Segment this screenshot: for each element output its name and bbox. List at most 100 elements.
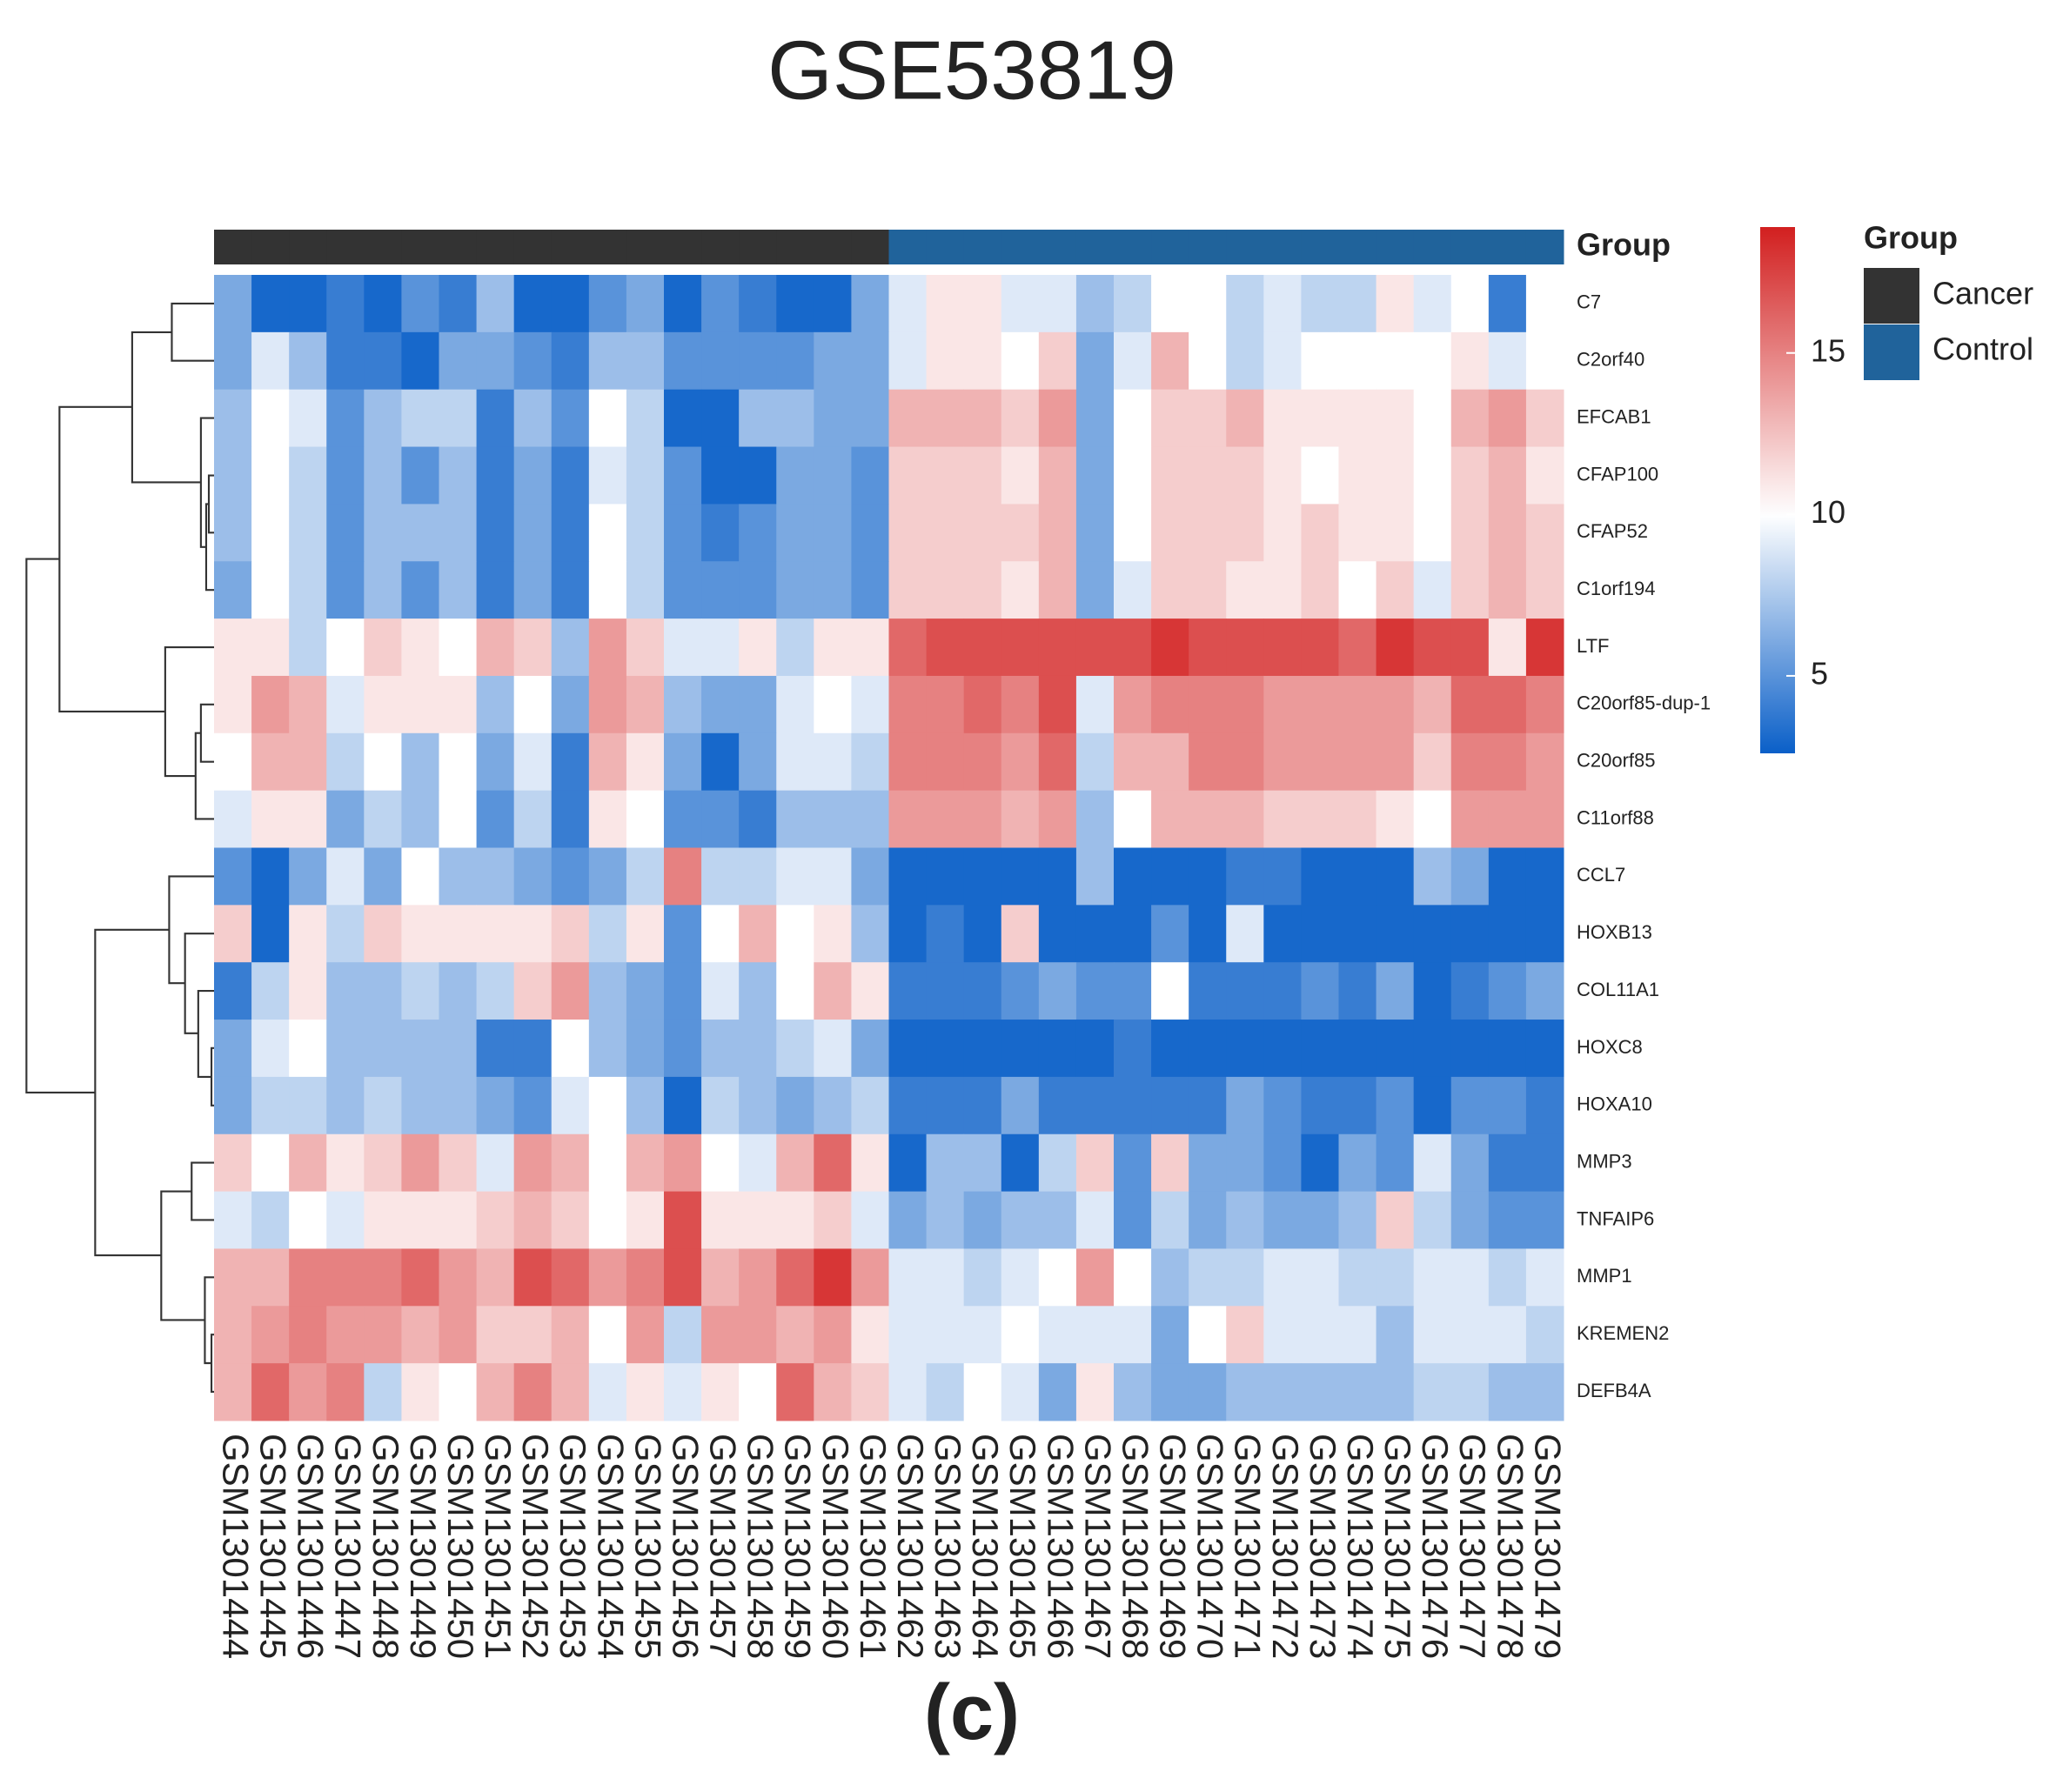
heat-cell: [289, 847, 327, 906]
heat-cell: [888, 619, 928, 677]
heat-cell: [289, 331, 327, 391]
heat-cell: [626, 1306, 665, 1364]
heat-cell: [626, 675, 665, 734]
heat-cell: [1413, 275, 1452, 333]
heat-cell: [1189, 790, 1227, 848]
heat-cell: [551, 790, 590, 848]
heat-cell: [1001, 1076, 1040, 1135]
heat-cell: [814, 331, 852, 391]
heat-cell: [1338, 1133, 1377, 1193]
heat-cell: [626, 1020, 665, 1078]
heat-cell: [1376, 1191, 1415, 1249]
heat-cell: [1038, 504, 1077, 562]
heat-cell: [1488, 1020, 1527, 1078]
column-label: GSM1301456: [665, 1434, 706, 1659]
heat-cell: [1189, 1363, 1227, 1421]
heat-cell: [701, 905, 740, 963]
heat-cell: [1189, 446, 1227, 505]
heat-cell: [1338, 1076, 1377, 1135]
group-cell: [513, 230, 553, 264]
heat-cell: [1376, 905, 1415, 963]
heat-cell: [1001, 504, 1040, 562]
heat-cell: [1301, 275, 1339, 333]
heat-cell: [888, 275, 928, 333]
heat-cell: [701, 446, 740, 505]
heat-cell: [251, 1076, 290, 1135]
heat-cell: [588, 561, 627, 619]
heat-cell: [626, 1363, 665, 1421]
group-cell: [776, 230, 814, 264]
heat-cell: [1001, 847, 1040, 906]
heat-cell: [963, 962, 1002, 1020]
heat-cell: [626, 331, 665, 391]
row-label: KREMEN2: [1577, 1322, 1669, 1344]
heat-cell: [851, 1133, 889, 1193]
heat-cell: [214, 1191, 252, 1249]
group-cell: [588, 230, 627, 264]
heat-cell: [1376, 389, 1415, 448]
group-cell: [1038, 230, 1077, 264]
heat-cell: [626, 446, 665, 505]
heat-cell: [401, 561, 439, 619]
heat-cell: [1488, 389, 1527, 448]
heat-cell: [364, 675, 402, 734]
heat-cell: [289, 561, 327, 619]
heat-cell: [289, 446, 327, 505]
heat-cell: [926, 790, 965, 848]
heat-cell: [476, 1306, 515, 1364]
column-label: GSM1301479: [1527, 1434, 1568, 1659]
heat-cell: [1525, 732, 1564, 792]
dendrogram-branches: [25, 302, 215, 1394]
heat-cell: [1450, 1191, 1490, 1249]
heat-cell: [1151, 1363, 1189, 1421]
heat-cell: [739, 331, 777, 391]
heat-cell: [1376, 561, 1415, 619]
heat-cell: [1038, 619, 1077, 677]
heat-cell: [739, 1076, 777, 1135]
heat-cell: [476, 962, 515, 1020]
row-label: DEFB4A: [1577, 1380, 1651, 1401]
heat-cell: [439, 732, 478, 792]
heat-cell: [1301, 847, 1339, 906]
heat-cell: [326, 1191, 365, 1249]
heat-cell: [926, 389, 965, 448]
heat-cell: [1226, 331, 1264, 391]
heat-cell: [251, 504, 290, 562]
heat-cell: [1338, 275, 1377, 333]
heat-cell: [1075, 1020, 1115, 1078]
heat-cell: [1376, 446, 1415, 505]
heat-cell: [364, 1191, 402, 1249]
heat-cell: [513, 1076, 553, 1135]
heat-cell: [1038, 1191, 1077, 1249]
heat-cell: [926, 1020, 965, 1078]
heat-cell: [1114, 1306, 1152, 1364]
heat-cell: [326, 905, 365, 963]
heat-cell: [1001, 1248, 1040, 1307]
heat-cell: [1263, 1020, 1302, 1078]
heat-cell: [926, 732, 965, 792]
heat-cell: [814, 446, 852, 505]
heat-cell: [401, 962, 439, 1020]
heat-cell: [1450, 504, 1490, 562]
heat-cell: [701, 504, 740, 562]
heat-cell: [513, 504, 553, 562]
colorbar-tick-label: 10: [1811, 494, 1845, 530]
group-cell: [1114, 230, 1152, 264]
heat-cell: [626, 962, 665, 1020]
heat-cell: [701, 732, 740, 792]
column-label: GSM1301471: [1228, 1434, 1269, 1659]
group-cell: [439, 230, 478, 264]
heat-cell: [814, 619, 852, 677]
heat-cell: [851, 847, 889, 906]
group-cell: [289, 230, 327, 264]
heat-cell: [364, 790, 402, 848]
heat-cell: [476, 1133, 515, 1193]
heat-cell: [1189, 1191, 1227, 1249]
heat-cell: [1301, 790, 1339, 848]
heat-cell: [626, 732, 665, 792]
group-cell: [1488, 230, 1527, 264]
heat-cell: [476, 619, 515, 677]
heat-cell: [251, 561, 290, 619]
heat-cell: [588, 1020, 627, 1078]
heat-cell: [1038, 905, 1077, 963]
